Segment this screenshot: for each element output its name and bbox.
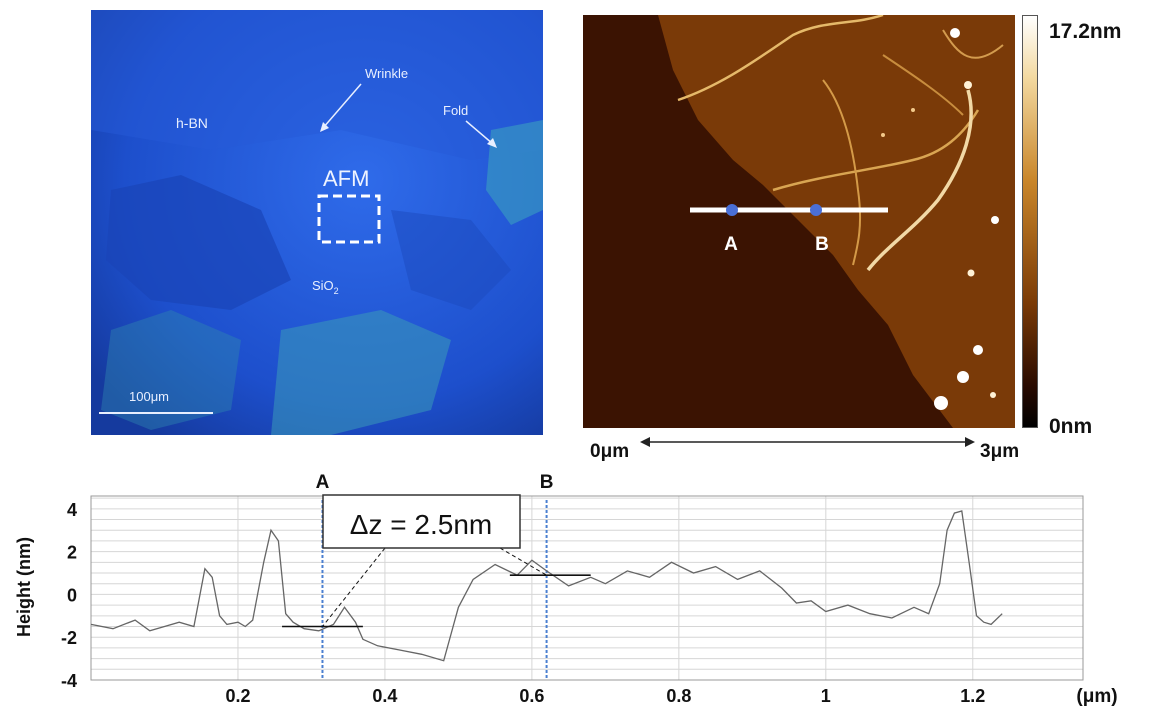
x-tick-label: 1.2 (960, 686, 985, 706)
flake-region (391, 210, 511, 310)
optical-image-canvas: h-BN Wrinkle Fold AFM SiO2 100μm (91, 10, 543, 435)
wrinkle-label: Wrinkle (365, 66, 408, 81)
point-b-marker (810, 204, 822, 216)
y-tick-label: 0 (67, 585, 77, 605)
point-a-label: A (724, 234, 738, 255)
fold-label: Fold (443, 103, 468, 118)
particle (911, 108, 915, 112)
particle (991, 216, 999, 224)
fold-region-greenish (486, 120, 543, 225)
x-tick-labels: 0.2 0.4 0.6 0.8 1 1.2 (225, 686, 985, 706)
x-axis-unit: (μm) (1076, 686, 1117, 707)
fold-arrow (465, 120, 494, 145)
fold-region-greenish (271, 310, 451, 435)
fold-line (866, 89, 973, 272)
particle (881, 133, 885, 137)
x-tick-label: 1 (821, 686, 831, 706)
y-tick-label: -2 (61, 628, 77, 648)
x-tick-label: 0.2 (225, 686, 250, 706)
annotation-leader-b (499, 547, 547, 576)
wrinkle-arrow-head (320, 122, 329, 132)
particle (990, 392, 996, 398)
annotation-leader-a (322, 547, 386, 627)
plot-frame (90, 495, 1084, 681)
wrinkle-line (882, 54, 964, 116)
particle (973, 345, 983, 355)
flake-region (91, 10, 543, 160)
y-tick-label: -4 (61, 671, 77, 691)
particle (964, 81, 972, 89)
sio2-label: SiO2 (312, 278, 339, 296)
afm-scale-arrow (640, 437, 975, 447)
height-profile-chart: 4 2 0 -2 -4 0.2 0.4 0.6 0.8 1 1.2 Height (nm) (μm… (14, 472, 1118, 707)
wrinkle-line (822, 79, 862, 266)
x-tick-label: 0.6 (519, 686, 544, 706)
afm-topography-image: A B (583, 15, 1015, 428)
y-tick-label: 2 (67, 543, 77, 563)
colorbar-max-label: 17.2nm (1049, 20, 1122, 43)
series-line-profile (90, 510, 1003, 662)
x-tick-label: 0.4 (372, 686, 397, 706)
afm-region-label: AFM (323, 166, 369, 191)
point-b-label: B (815, 234, 829, 255)
x-tick-label: 0.8 (666, 686, 691, 706)
afm-flake (658, 15, 1015, 428)
optical-microscope-image: h-BN Wrinkle Fold AFM SiO2 100μm (91, 10, 543, 435)
colorbar-min-label: 0nm (1049, 415, 1093, 438)
wrinkle-line (677, 15, 884, 102)
marker-label-b: B (540, 472, 554, 493)
annotation-box (322, 494, 521, 549)
particle (950, 28, 960, 38)
afm-scale-start: 0μm (590, 441, 630, 462)
y-tick-labels: 4 2 0 -2 -4 (61, 500, 77, 691)
y-tick-label: 4 (67, 500, 77, 520)
afm-scale-end: 3μm (980, 441, 1020, 462)
particle (934, 396, 948, 410)
annotation-text: Δz = 2.5nm (350, 509, 492, 540)
wrinkle-arrow (322, 83, 362, 129)
wrinkle-line (942, 29, 1004, 59)
particle (967, 269, 975, 277)
height-colorbar (1022, 15, 1038, 428)
delta-z-annotation: Δz = 2.5nm (322, 494, 547, 627)
wrinkle-line (772, 109, 980, 192)
marker-label-a: A (316, 472, 330, 493)
hbn-label: h-BN (176, 115, 208, 131)
fold-region-greenish (101, 310, 241, 430)
point-a-marker (726, 204, 738, 216)
level-lines (282, 574, 591, 628)
afm-region-box (317, 194, 381, 244)
y-axis-label: Height (nm) (14, 537, 34, 637)
fold-arrow-head (487, 138, 497, 148)
chart-grid (91, 496, 1083, 681)
particle (957, 371, 969, 383)
flake-region (106, 175, 291, 310)
afm-image-canvas: A B (583, 15, 1015, 428)
scalebar-label: 100μm (129, 389, 169, 404)
